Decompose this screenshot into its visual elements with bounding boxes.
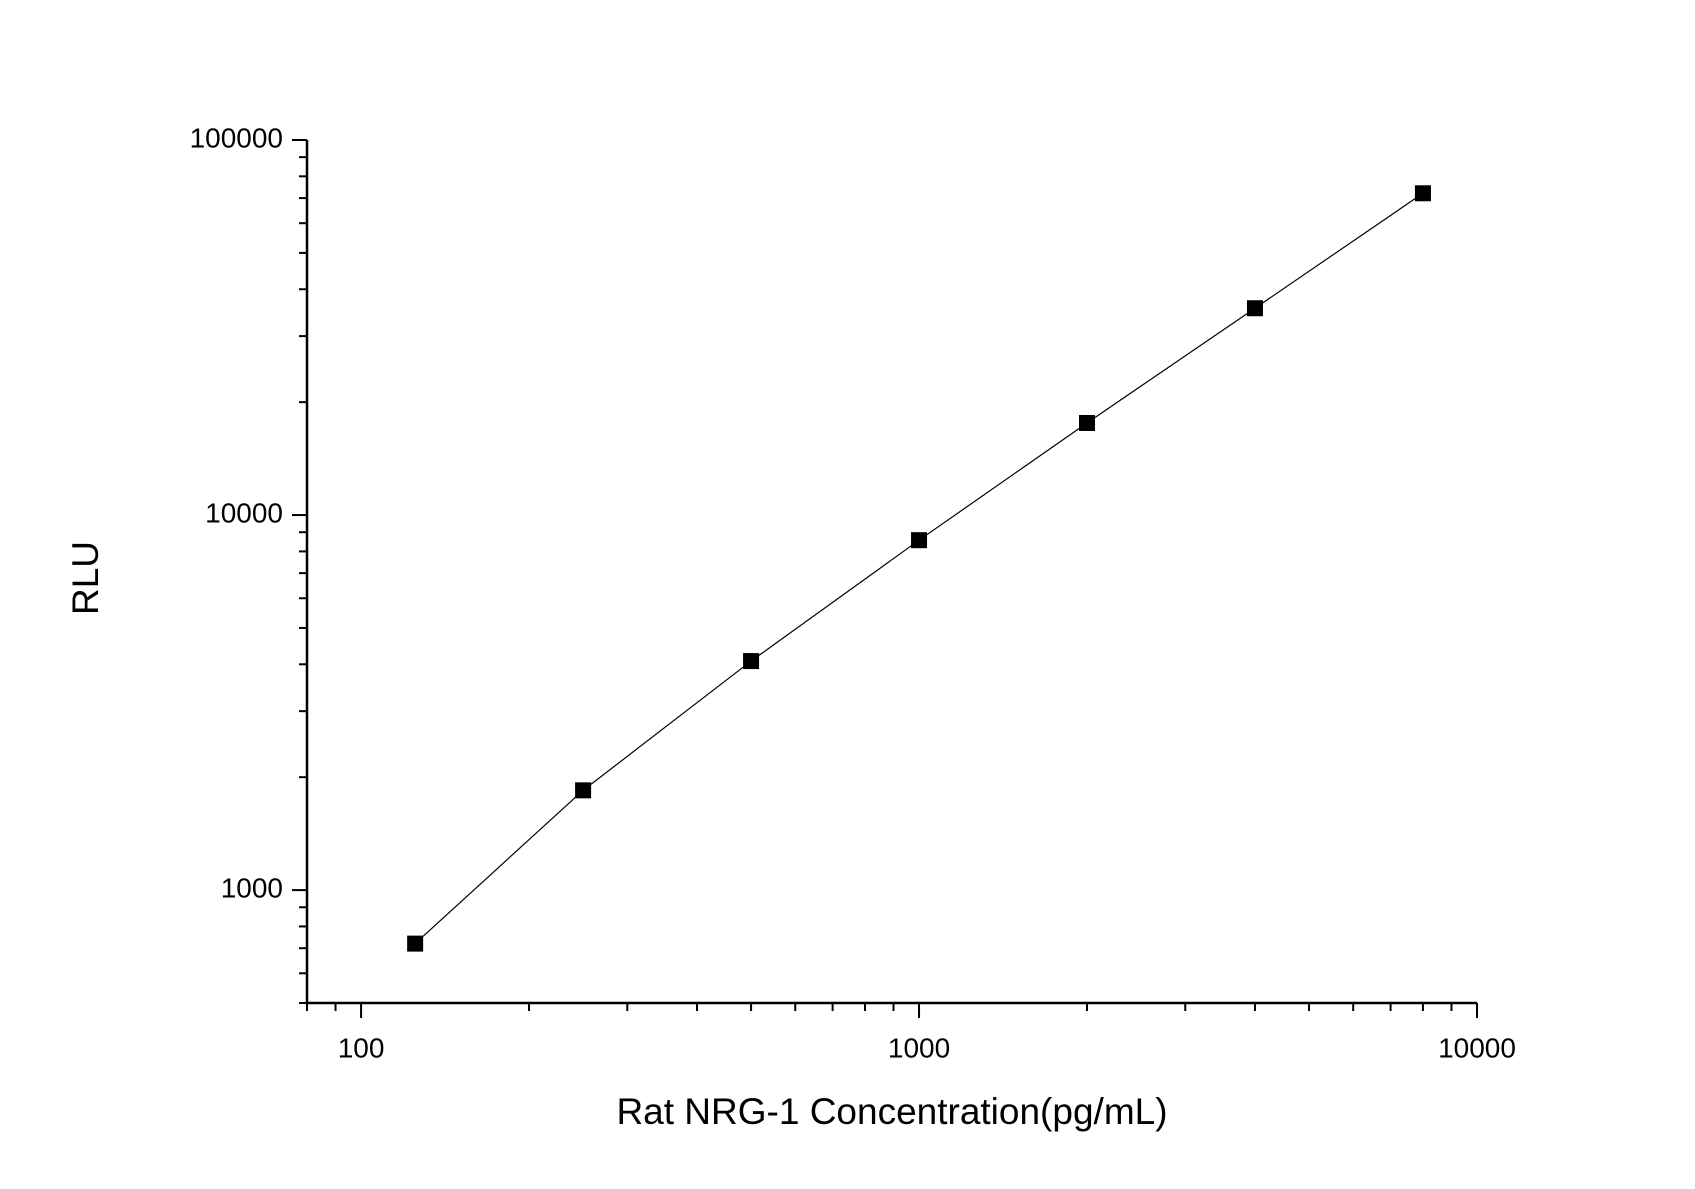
y-tick-label: 1000 <box>221 872 283 903</box>
y-axis-title: RLU <box>65 541 106 615</box>
data-point <box>1414 185 1431 202</box>
data-point <box>1246 300 1263 317</box>
y-tick-label: 10000 <box>205 497 283 528</box>
data-point <box>911 532 928 549</box>
x-tick-label: 100 <box>338 1032 385 1063</box>
x-axis-title: Rat NRG-1 Concentration(pg/mL) <box>616 1091 1167 1132</box>
x-tick-label: 10000 <box>1438 1032 1516 1063</box>
data-point <box>575 782 592 799</box>
data-point <box>1079 414 1095 431</box>
x-tick-label: 1000 <box>888 1032 950 1063</box>
data-point <box>407 935 424 952</box>
data-point <box>743 653 760 670</box>
y-tick-label: 100000 <box>190 122 283 153</box>
